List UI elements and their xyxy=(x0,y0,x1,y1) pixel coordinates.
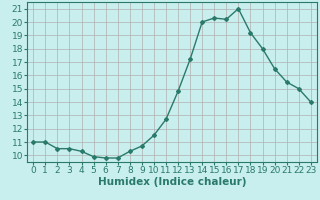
X-axis label: Humidex (Indice chaleur): Humidex (Indice chaleur) xyxy=(98,177,246,187)
